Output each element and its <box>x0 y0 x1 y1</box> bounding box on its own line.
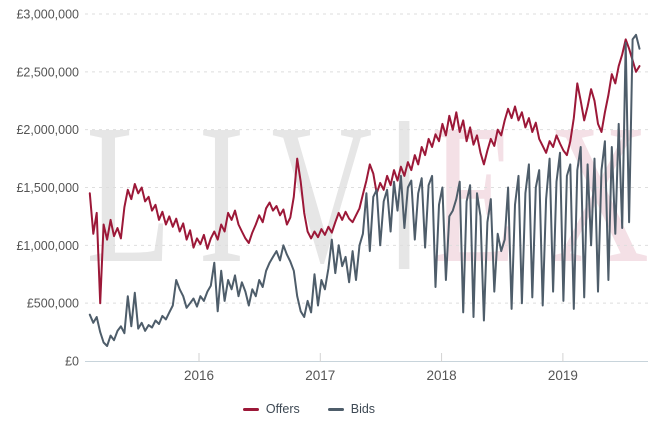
bids-line <box>88 33 641 347</box>
legend-label-offers: Offers <box>265 402 300 416</box>
offers-line <box>88 38 641 305</box>
y-axis-label-3000000: £3,000,000 <box>16 8 79 22</box>
x-axis-label-2018: 2018 <box>427 368 457 383</box>
y-axis-label-0: £0 <box>65 355 79 369</box>
legend-label-bids: Bids <box>350 402 376 416</box>
y-axis-label-2000000: £2,000,000 <box>16 123 79 137</box>
bids-line-swatch <box>327 407 344 411</box>
legend-item-bids[interactable]: Bids <box>327 402 376 416</box>
y-axis-label-2500000: £2,500,000 <box>16 65 79 79</box>
y-axis-label-500000: £500,000 <box>27 297 79 311</box>
legend: Offers Bids <box>0 399 650 419</box>
x-axis-label-2017: 2017 <box>305 368 335 383</box>
y-axis-label-1000000: £1,000,000 <box>16 239 79 253</box>
x-axis-label-2019: 2019 <box>548 368 578 383</box>
y-axis-label-1500000: £1,500,000 <box>16 181 79 195</box>
legend-item-offers[interactable]: Offers <box>242 402 300 416</box>
x-axis-label-2016: 2016 <box>184 368 214 383</box>
offers-line-swatch <box>242 407 259 411</box>
